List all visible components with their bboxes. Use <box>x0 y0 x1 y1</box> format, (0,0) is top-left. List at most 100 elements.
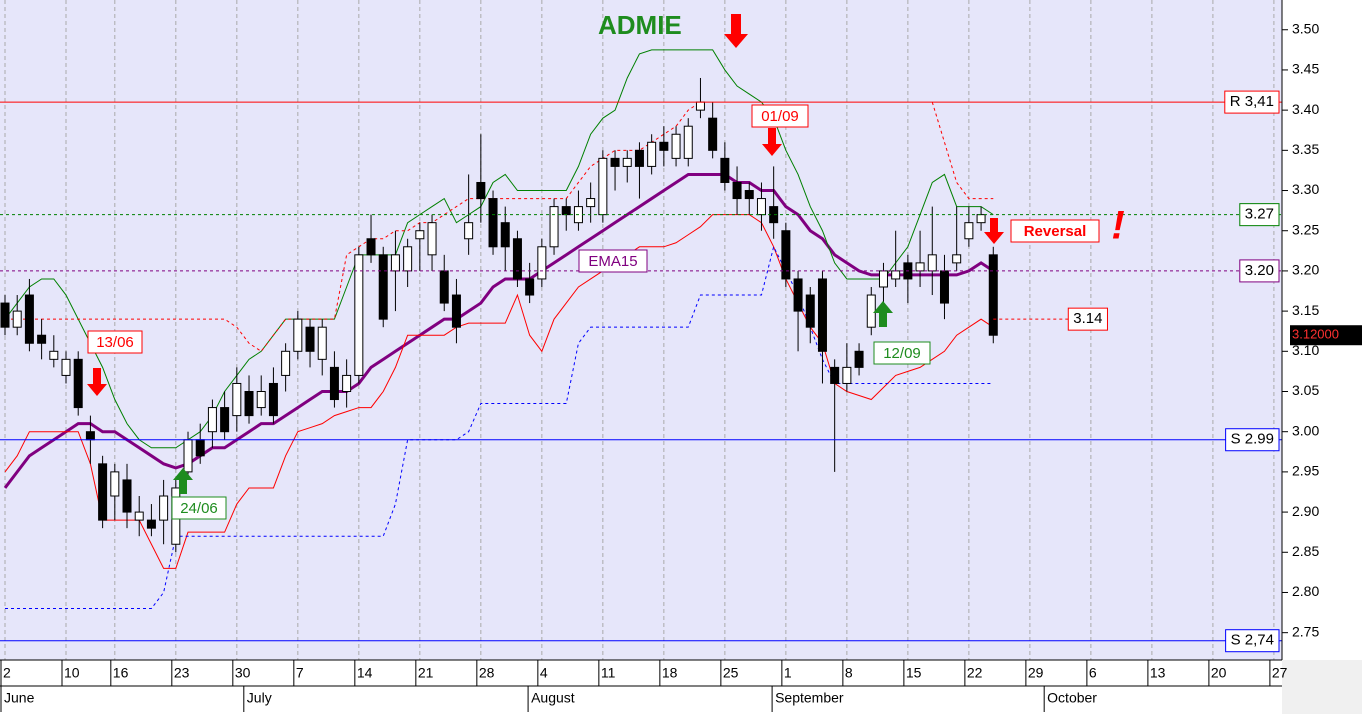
candle-body <box>659 141 669 151</box>
candle-body <box>61 358 71 376</box>
candle-body <box>817 278 827 352</box>
candle-body <box>378 254 388 320</box>
candle-body <box>647 141 657 167</box>
candle-body <box>317 326 327 360</box>
candle-body <box>403 246 413 272</box>
arrow-down <box>984 218 1004 244</box>
label-box <box>171 496 227 520</box>
label-box <box>578 249 648 273</box>
x-tick-label: 8 <box>845 665 853 681</box>
candle-body <box>366 238 376 256</box>
arrow-down <box>724 14 748 48</box>
candle-body <box>732 181 742 200</box>
candle-body <box>756 198 766 216</box>
candle-body <box>891 270 901 280</box>
x-tick-label: 14 <box>357 665 373 681</box>
candle-body <box>256 390 266 409</box>
x-tick-label: 18 <box>662 665 678 681</box>
candle-body <box>12 310 22 328</box>
candle-body <box>207 407 217 433</box>
candle-body <box>232 382 242 417</box>
candle-body <box>73 358 83 409</box>
last-price-box <box>1290 325 1362 346</box>
candle-body <box>195 439 205 457</box>
candle-body <box>24 294 34 344</box>
y-tick-label: 2.90 <box>1292 503 1319 519</box>
candle-body <box>988 254 998 336</box>
candle-body <box>390 254 400 272</box>
candle-body <box>488 198 498 248</box>
level-label-box <box>1225 629 1280 653</box>
candle-body <box>146 519 156 529</box>
level-label: S 2,74 <box>1231 632 1274 649</box>
candle-body <box>293 318 303 352</box>
candle-body <box>427 222 437 256</box>
candle-body <box>622 157 632 167</box>
target-label: 3.14 <box>1073 310 1102 327</box>
candle-body <box>415 230 425 240</box>
x-tick-label: 10 <box>64 665 80 681</box>
series-line <box>5 245 994 610</box>
level-label: 3.27 <box>1245 206 1274 223</box>
candle-body <box>110 471 120 497</box>
candle-body <box>878 270 888 288</box>
candle-body <box>793 278 803 312</box>
candle-body <box>695 101 705 111</box>
candle-body <box>464 222 474 240</box>
annotation: 24/06 <box>180 500 218 517</box>
candle-body <box>85 431 95 441</box>
candle-body <box>98 463 108 521</box>
level-label: R 3,41 <box>1230 93 1274 110</box>
candle-body <box>451 294 461 328</box>
target-box <box>1067 307 1108 331</box>
month-label: August <box>531 690 575 706</box>
candle-body <box>537 246 547 280</box>
x-tick-label: 25 <box>723 665 739 681</box>
y-tick-label: 3.25 <box>1292 221 1319 237</box>
level-label-box <box>1224 90 1280 114</box>
y-tick-label: 3.50 <box>1292 20 1319 36</box>
y-tick-label: 3.30 <box>1292 181 1319 197</box>
y-tick-label: 2.85 <box>1292 543 1319 559</box>
x-tick-label: 23 <box>174 665 190 681</box>
legend-label: EMA15 <box>588 253 637 270</box>
x-tick-label: 16 <box>113 665 129 681</box>
x-tick-label: 22 <box>967 665 983 681</box>
candle-body <box>671 133 681 159</box>
x-tick-label: 21 <box>418 665 434 681</box>
candle-body <box>952 254 962 264</box>
candle-body <box>610 157 620 167</box>
x-tick-label: 7 <box>296 665 304 681</box>
candle-body <box>512 238 522 280</box>
candle-body <box>122 479 132 513</box>
y-tick-label: 2.80 <box>1292 583 1319 599</box>
x-axis-area <box>0 660 1282 714</box>
candle-body <box>854 350 864 368</box>
candle-body <box>342 374 352 392</box>
y-tick-label: 3.10 <box>1292 342 1319 358</box>
candle-body <box>268 382 278 417</box>
candle-body <box>305 326 315 352</box>
month-label: July <box>247 690 272 706</box>
candle-body <box>976 214 986 224</box>
candle-body <box>927 254 937 272</box>
candle-body <box>915 262 925 272</box>
series-line <box>4 49 994 449</box>
level-label: S 2.99 <box>1231 431 1274 448</box>
candle-body <box>220 407 230 433</box>
candle-body <box>561 206 571 216</box>
candle-body <box>866 294 876 328</box>
candle-body <box>781 230 791 280</box>
candle-body <box>683 125 693 159</box>
candle-body <box>830 366 840 384</box>
y-tick-label: 3.05 <box>1292 382 1319 398</box>
arrow-down <box>87 368 107 396</box>
candle-body <box>842 366 852 384</box>
candle-body <box>805 294 815 328</box>
x-tick-label: 15 <box>906 665 922 681</box>
candle-body <box>744 190 754 200</box>
candle-body <box>939 270 949 304</box>
candle-body <box>598 157 608 216</box>
candle-body <box>37 334 47 344</box>
